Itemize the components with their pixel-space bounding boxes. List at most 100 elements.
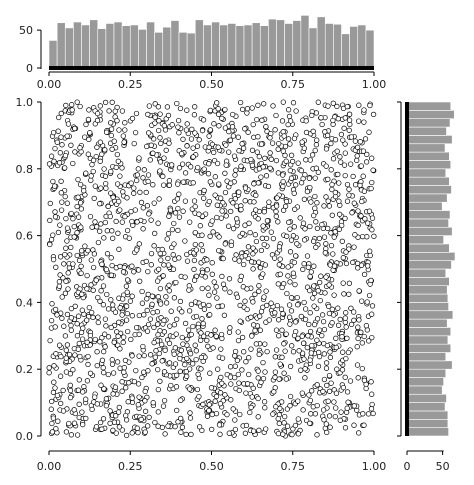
scatter-point	[354, 144, 361, 150]
scatter-point	[332, 413, 338, 420]
scatter-point	[166, 360, 173, 366]
scatter-point	[314, 337, 320, 343]
scatter-point	[180, 341, 186, 347]
scatter-point	[57, 272, 63, 278]
scatter-point	[222, 189, 229, 196]
scatter-point	[79, 248, 85, 254]
scatter-point	[211, 121, 217, 127]
right-hist-bar	[407, 118, 451, 128]
scatter-point	[290, 100, 297, 106]
scatter-point	[336, 180, 342, 186]
scatter-point	[90, 157, 97, 163]
scatter-point	[179, 334, 185, 341]
scatter-point	[67, 387, 74, 394]
scatter-point	[190, 154, 196, 160]
scatter-point	[205, 285, 211, 291]
scatter-point	[149, 301, 155, 307]
scatter-point	[196, 375, 202, 382]
scatter-point	[314, 382, 320, 388]
scatter-point	[291, 259, 297, 266]
scatter-point	[158, 301, 164, 307]
scatter-point	[242, 185, 249, 191]
scatter-point	[366, 208, 373, 214]
scatter-point	[361, 422, 367, 428]
scatter-point	[174, 316, 180, 322]
scatter-point	[56, 114, 62, 121]
scatter-point	[115, 158, 121, 164]
scatter-point	[74, 333, 81, 339]
scatter-point	[318, 273, 324, 279]
scatter-point	[293, 253, 299, 259]
scatter-point	[116, 198, 122, 205]
scatter-point	[340, 137, 346, 143]
scatter-point	[282, 143, 289, 150]
scatter-point	[123, 417, 130, 423]
scatter-point	[276, 244, 283, 250]
scatter-point	[298, 367, 304, 373]
top-hist-bar	[219, 24, 229, 68]
scatter-point	[222, 125, 229, 131]
scatter-point	[227, 325, 233, 331]
scatter-point	[157, 159, 164, 165]
scatter-point	[53, 264, 59, 270]
scatter-point	[74, 432, 81, 438]
scatter-point	[132, 129, 139, 136]
scatter-point	[337, 154, 343, 160]
scatter-point	[120, 296, 126, 302]
scatter-point	[141, 352, 147, 359]
scatter-point	[264, 302, 270, 309]
scatter-point	[285, 107, 292, 113]
scatter-point	[171, 220, 177, 227]
scatter-point	[333, 390, 340, 396]
scatter-point	[302, 366, 308, 372]
scatter-point	[369, 311, 375, 317]
scatter-point	[313, 219, 319, 225]
scatter-point	[153, 348, 159, 354]
scatter-point	[68, 327, 74, 333]
scatter-point	[129, 353, 135, 359]
right-hist-bar	[407, 226, 453, 236]
scatter-point	[287, 118, 294, 124]
scatter-point	[89, 224, 95, 230]
scatter-point	[78, 329, 85, 336]
scatter-point	[326, 310, 333, 317]
scatter-point	[237, 318, 243, 324]
scatter-point	[168, 308, 174, 314]
scatter-point	[295, 398, 301, 404]
scatter-point	[292, 206, 298, 212]
scatter-point	[325, 398, 331, 404]
scatter-point	[176, 214, 183, 220]
scatter-point	[275, 219, 281, 225]
scatter-point	[182, 170, 189, 176]
scatter-point	[287, 167, 293, 174]
top-hist-x-tick-label: 1.00	[362, 78, 387, 91]
scatter-point	[281, 341, 287, 347]
scatter-point	[359, 298, 365, 304]
right-hist-bar	[407, 377, 444, 387]
scatter-point	[268, 130, 274, 137]
scatter-point	[151, 200, 157, 206]
scatter-point	[89, 406, 95, 413]
scatter-point	[309, 152, 316, 158]
scatter-point	[314, 137, 320, 143]
scatter-point	[324, 382, 330, 389]
scatter-point	[356, 317, 362, 323]
scatter-point	[309, 388, 315, 394]
scatter-point	[369, 401, 375, 408]
scatter-point	[134, 425, 140, 431]
scatter-point	[156, 266, 162, 272]
scatter-point	[191, 198, 198, 204]
right-hist-bar	[407, 135, 453, 145]
scatter-point	[135, 166, 141, 172]
scatter-point	[83, 396, 89, 402]
scatter-point	[291, 332, 298, 339]
scatter-point	[289, 431, 295, 438]
scatter-point	[340, 384, 347, 391]
scatter-point	[89, 309, 95, 316]
top-hist-bar	[113, 21, 123, 68]
scatter-point	[329, 181, 335, 188]
scatter-point	[369, 303, 376, 309]
scatter-point	[280, 129, 286, 135]
scatter-point	[305, 333, 311, 339]
scatter-point	[327, 349, 333, 355]
